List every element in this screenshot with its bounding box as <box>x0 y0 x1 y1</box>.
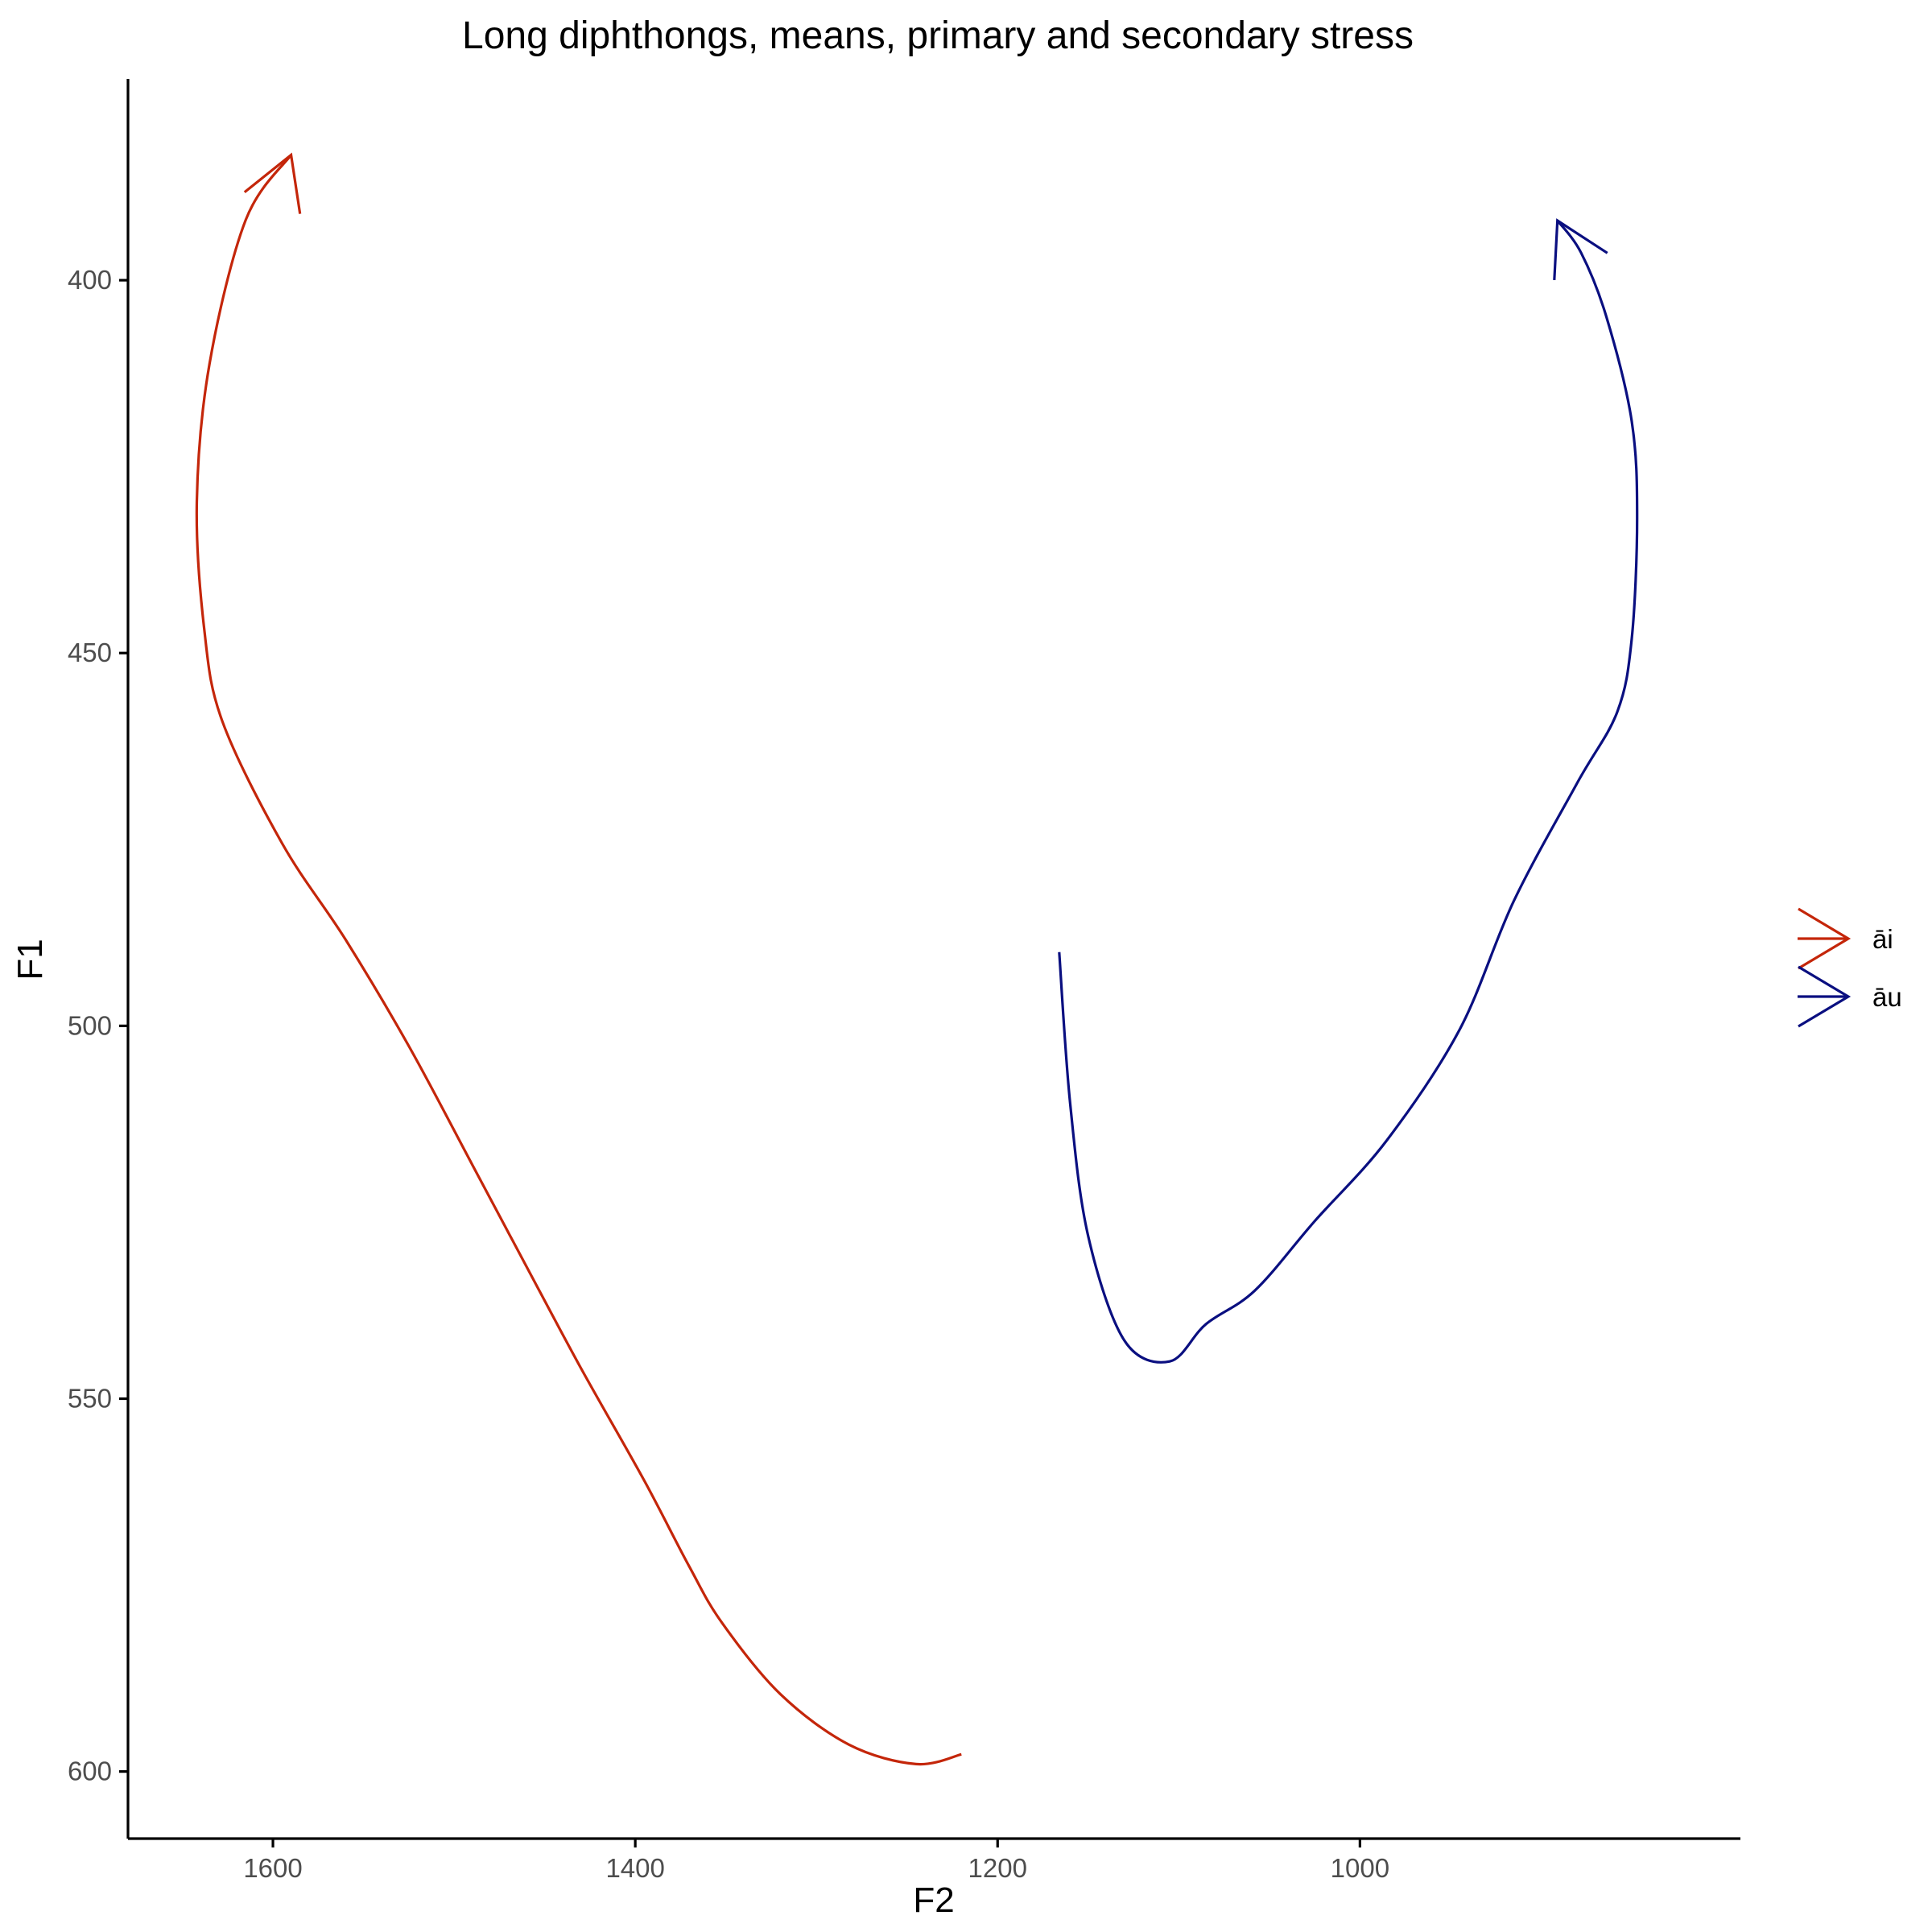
legend: āi āu <box>1798 907 1902 1028</box>
x-tick-label: 1200 <box>968 1853 1027 1883</box>
y-tick-label: 500 <box>68 1010 112 1040</box>
x-axis-ticks: 1600 1400 1200 1000 <box>243 1839 1389 1883</box>
y-tick-label: 400 <box>68 265 112 295</box>
x-tick-label: 1600 <box>243 1853 302 1883</box>
series-arrowhead <box>1553 218 1608 280</box>
series-line <box>195 154 962 1766</box>
series-ai <box>195 152 962 1766</box>
chart-title: Long diphthongs, means, primary and seco… <box>462 14 1414 57</box>
x-axis-title: F2 <box>913 1880 954 1920</box>
legend-item: āi <box>1798 907 1893 970</box>
y-axis-ticks: 400 450 500 550 600 <box>68 265 128 1786</box>
y-tick-label: 550 <box>68 1384 112 1414</box>
legend-key-arrow <box>1798 965 1852 1028</box>
plot-area <box>195 152 1639 1766</box>
legend-key-arrow <box>1798 907 1852 970</box>
y-tick-label: 450 <box>68 638 112 667</box>
legend-label: āi <box>1872 924 1893 954</box>
y-tick-label: 600 <box>68 1757 112 1786</box>
legend-label: āu <box>1872 982 1902 1012</box>
y-axis-title: F1 <box>10 939 50 980</box>
series-layer <box>195 152 1639 1766</box>
series-arrowhead <box>243 152 302 214</box>
series-au <box>1058 218 1639 1364</box>
x-tick-label: 1000 <box>1331 1853 1389 1883</box>
legend-item: āu <box>1798 965 1902 1028</box>
series-line <box>1058 220 1639 1364</box>
x-tick-label: 1400 <box>605 1853 664 1883</box>
